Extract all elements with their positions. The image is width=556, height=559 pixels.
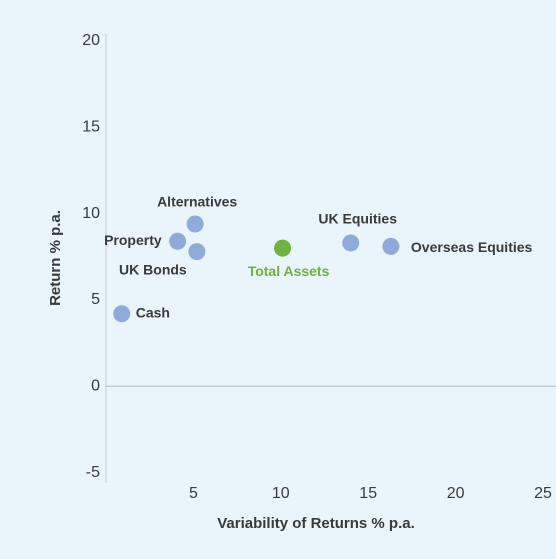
y-tick-label: 5 <box>91 291 100 308</box>
point <box>274 239 292 257</box>
x-tick-label: 10 <box>272 485 290 502</box>
x-axis-title: Variability of Returns % p.a. <box>217 515 415 532</box>
y-tick-label: 15 <box>82 118 100 135</box>
point-label: UK Bonds <box>119 261 187 277</box>
x-tick-label: 15 <box>359 485 377 502</box>
point <box>113 305 131 323</box>
point-label: Alternatives <box>157 194 237 210</box>
x-tick-label: 25 <box>534 485 552 502</box>
point <box>169 232 187 250</box>
point <box>186 215 204 233</box>
y-axis-title: Return % p.a. <box>47 210 64 306</box>
point-label: UK Equities <box>318 211 397 227</box>
point-label: Overseas Equities <box>411 239 533 255</box>
y-tick-label: 10 <box>82 205 100 222</box>
y-tick-label: 0 <box>91 378 100 395</box>
point-label: Total Assets <box>248 263 330 279</box>
point-label: Cash <box>136 304 170 320</box>
x-tick-label: 20 <box>447 485 465 502</box>
point <box>382 237 400 255</box>
y-tick-label: -5 <box>86 464 100 481</box>
point-label: Property <box>104 232 162 248</box>
y-tick-label: 20 <box>82 32 100 49</box>
point <box>342 234 360 252</box>
x-tick-label: 5 <box>189 485 198 502</box>
point <box>188 243 206 261</box>
